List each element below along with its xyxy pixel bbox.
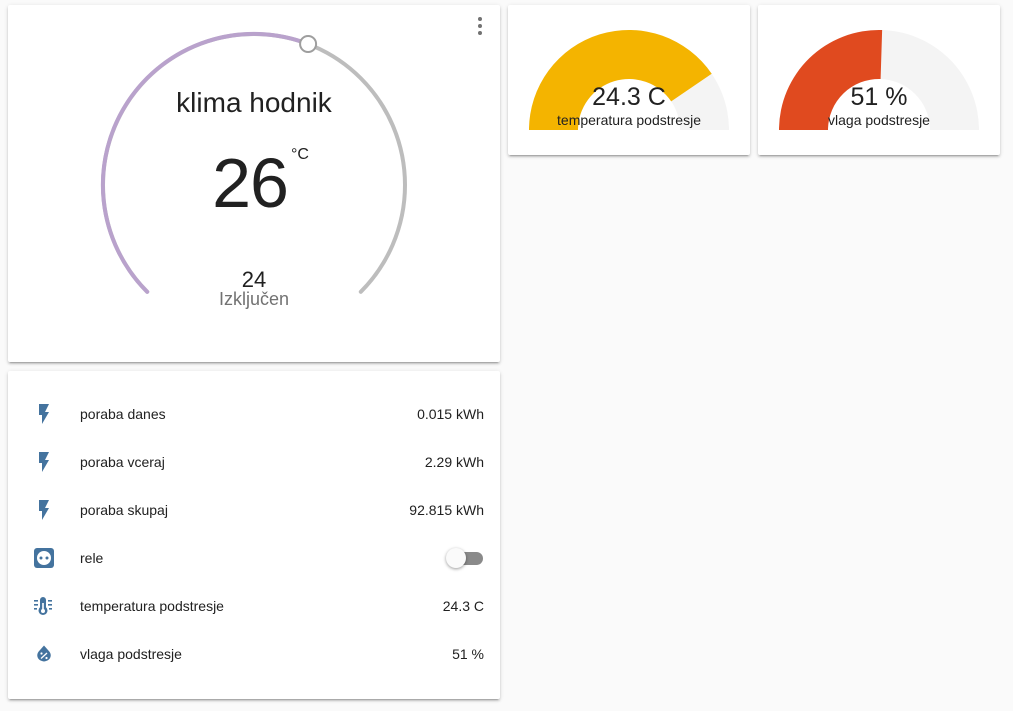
entity-state: 24.3 C [442,598,484,614]
more-vert-icon[interactable] [472,15,488,37]
entity-name: poraba danes [80,406,166,422]
thermometer-lines-icon [34,597,52,616]
dial-active-arc [100,32,311,294]
gauge-dial [779,30,979,130]
gauge-label: vlaga podstresje [828,112,930,128]
thermostat-card: klima hodnik 26 °C 24 Izključen [8,5,500,362]
entity-state: 92.815 kWh [409,502,484,518]
temperature-unit: °C [291,146,309,163]
entity-name: temperatura podstresje [80,598,224,614]
entities-card: poraba danes 0.015 kWh poraba vceraj 2.2… [8,371,500,699]
gauge-dial [529,30,729,131]
entity-row-temperatura-podstresje[interactable]: temperatura podstresje 24.3 C [8,586,500,626]
entity-row-poraba-vceraj[interactable]: poraba vceraj 2.29 kWh [8,442,500,482]
thermostat-name: klima hodnik [176,87,332,118]
gauge-value: 24.3 C [592,83,666,111]
flash-icon [39,452,49,472]
power-socket-icon [34,548,54,568]
toggle-thumb [446,548,466,568]
entity-state: 0.015 kWh [417,406,484,422]
current-temperature: 26 [212,144,289,222]
gauge-value: 51 % [850,83,908,111]
thermostat-dial[interactable] [8,5,500,362]
gauge-fill [529,30,712,131]
entity-row-rele[interactable]: rele [8,538,500,578]
water-percent-icon [37,645,51,662]
flash-icon [39,500,49,520]
dial-handle[interactable] [299,35,318,53]
flash-icon [39,404,49,424]
gauge-fill [779,30,883,130]
target-temperature: 24 [241,267,267,292]
rele-toggle[interactable] [446,548,484,568]
entity-row-poraba-skupaj[interactable]: poraba skupaj 92.815 kWh [8,490,500,530]
entity-name: poraba vceraj [80,454,165,470]
entity-name: rele [80,550,104,566]
gauge-label: temperatura podstresje [557,112,701,128]
entity-state: 51 % [452,646,484,662]
hvac-mode[interactable]: Izključen [218,289,290,309]
entity-row-vlaga-podstresje[interactable]: vlaga podstresje 51 % [8,634,500,674]
entity-name: vlaga podstresje [80,646,182,662]
gauge-card-temperature[interactable]: 24.3 C temperatura podstresje [508,5,750,155]
entity-state: 2.29 kWh [424,454,484,470]
entity-row-poraba-danes[interactable]: poraba danes 0.015 kWh [8,394,500,434]
gauge-card-humidity[interactable]: 51 % vlaga podstresje [758,5,1000,155]
entity-name: poraba skupaj [80,502,168,518]
